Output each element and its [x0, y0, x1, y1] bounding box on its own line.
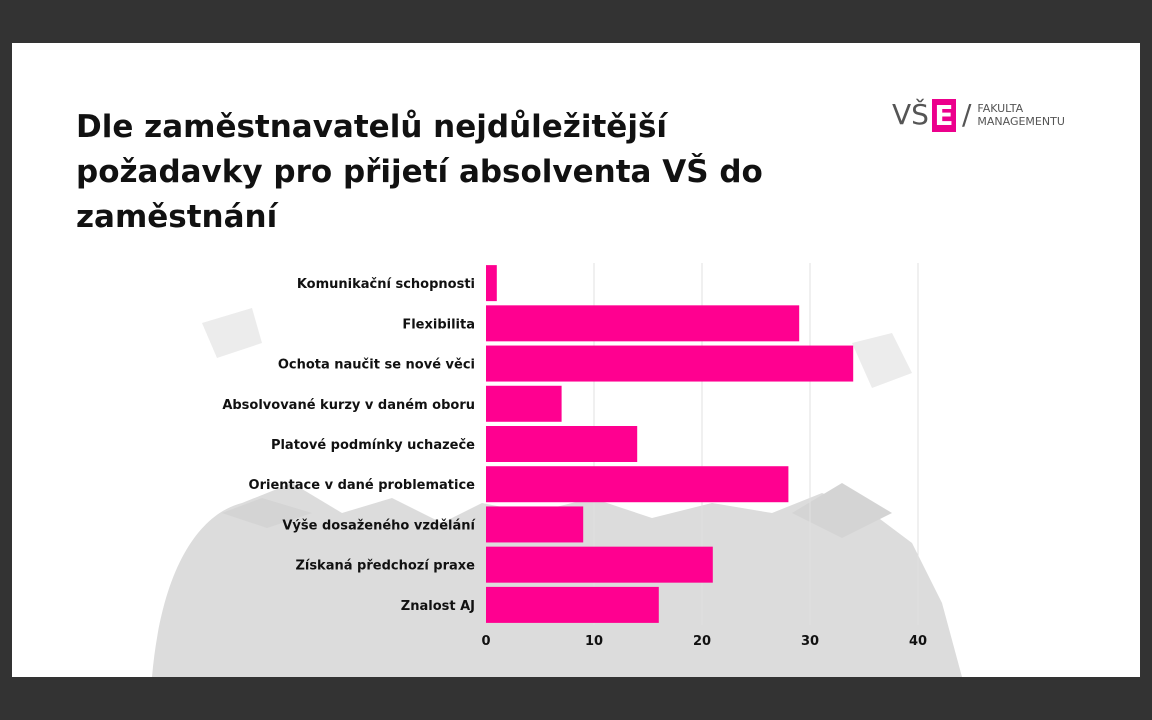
- bar: [486, 265, 497, 302]
- bar: [486, 305, 800, 342]
- category-label: Ochota naučit se nové věci: [278, 358, 475, 373]
- page-title: Dle zaměstnavatelů nejdůležitější požada…: [76, 109, 763, 235]
- logo-line2: MANAGEMENTU: [977, 115, 1065, 128]
- bar: [486, 385, 562, 422]
- bar-chart: 0 10 20 30 40 Komunikační schopnosti Flexibili…: [222, 263, 927, 649]
- category-label: Flexibilita: [402, 317, 475, 332]
- category-label: Znalost AJ: [401, 599, 475, 614]
- x-tick-label: 0: [481, 634, 490, 649]
- x-tick-label: 30: [801, 634, 819, 649]
- logo-e: E: [931, 98, 956, 132]
- slide: Dle zaměstnavatelů nejdůležitější požada…: [12, 43, 1140, 677]
- bar: [486, 345, 854, 382]
- logo-line1: FAKULTA: [977, 102, 1024, 115]
- bar: [486, 546, 713, 583]
- category-label: Výše dosaženého vzdělání: [282, 518, 476, 533]
- category-label: Platové podmínky uchazeče: [271, 438, 475, 453]
- category-label: Absolvované kurzy v daném oboru: [222, 398, 475, 413]
- category-label: Orientace v dané problematice: [249, 478, 476, 493]
- bar: [486, 426, 638, 462]
- x-tick-label: 10: [585, 634, 603, 649]
- x-tick-label: 40: [909, 634, 927, 649]
- logo-vs: VŠ: [892, 98, 929, 131]
- logo-faculty: FAKULTA MANAGEMENTU: [977, 102, 1065, 128]
- bar: [486, 506, 584, 543]
- logo-slash: /: [961, 98, 972, 131]
- x-tick-label: 20: [693, 634, 711, 649]
- vse-logo: VŠ E / FAKULTA MANAGEMENTU: [892, 95, 1065, 135]
- category-label: Komunikační schopnosti: [297, 277, 475, 292]
- bar: [486, 466, 789, 503]
- bar: [486, 586, 659, 623]
- category-label: Získaná předchozí praxe: [295, 559, 475, 574]
